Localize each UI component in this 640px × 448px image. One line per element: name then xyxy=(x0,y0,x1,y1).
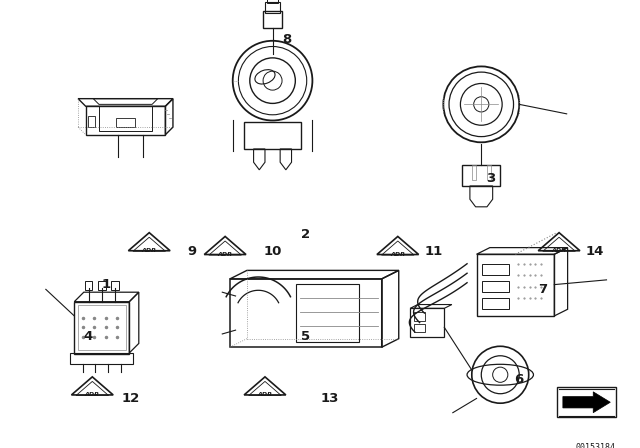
Bar xyxy=(70,353,133,364)
Bar xyxy=(482,298,509,309)
Text: 8: 8 xyxy=(282,33,291,46)
Bar xyxy=(116,118,135,127)
Bar xyxy=(84,281,92,290)
Text: ADR: ADR xyxy=(257,392,273,397)
Text: 14: 14 xyxy=(586,245,604,258)
Bar xyxy=(472,165,476,180)
Bar xyxy=(265,2,280,13)
Text: ADR: ADR xyxy=(390,252,405,257)
Text: 5: 5 xyxy=(301,330,310,343)
Bar xyxy=(111,281,119,290)
Text: 9: 9 xyxy=(188,245,196,258)
Text: ADR: ADR xyxy=(218,252,232,257)
Text: 11: 11 xyxy=(425,245,443,258)
Bar xyxy=(263,11,282,29)
Bar xyxy=(98,281,106,290)
Text: ADR: ADR xyxy=(85,392,100,397)
Text: 3: 3 xyxy=(486,172,495,185)
Bar xyxy=(296,284,359,342)
Bar xyxy=(244,122,301,149)
Text: 10: 10 xyxy=(264,245,282,258)
Text: 12: 12 xyxy=(121,392,140,405)
Bar xyxy=(462,165,500,186)
Bar xyxy=(414,312,426,321)
Polygon shape xyxy=(563,392,611,413)
Bar xyxy=(410,308,444,337)
Bar xyxy=(557,387,616,418)
Text: 2: 2 xyxy=(301,228,310,241)
Text: 6: 6 xyxy=(515,373,524,386)
Text: ADR: ADR xyxy=(141,248,157,253)
Bar xyxy=(414,323,426,332)
Bar xyxy=(482,264,509,275)
Text: ADR: ADR xyxy=(552,248,566,253)
Text: 7: 7 xyxy=(538,283,547,296)
Text: 4: 4 xyxy=(83,330,92,343)
Bar xyxy=(88,116,95,127)
Text: 1: 1 xyxy=(102,278,111,291)
Text: 13: 13 xyxy=(320,392,339,405)
Bar xyxy=(78,306,125,350)
Text: 00153184: 00153184 xyxy=(575,443,615,448)
Bar xyxy=(267,0,278,3)
Bar xyxy=(487,165,491,180)
Bar xyxy=(482,281,509,292)
Bar xyxy=(74,302,129,354)
